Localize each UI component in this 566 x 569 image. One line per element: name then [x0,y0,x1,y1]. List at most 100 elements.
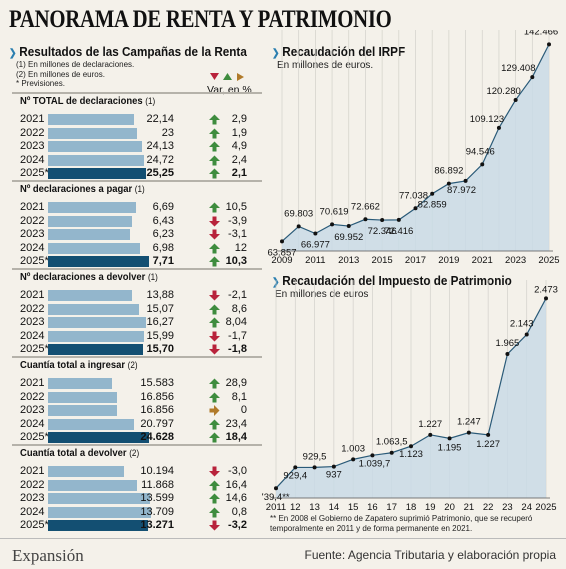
row-year: 2025* [20,519,49,532]
data-label: 69.952 [334,232,363,243]
data-point [274,486,278,491]
table-row: 2024 15,99 -1,7 [12,330,262,343]
row-bar [48,154,145,166]
row-value: 10.194 [140,465,174,477]
data-label: 142.466 [524,30,558,37]
arrow-up-icon [209,317,220,328]
panel-title: Nº TOTAL de declaraciones (1) [20,95,155,107]
row-variation: 2,4 [231,153,247,166]
row-year: 2025* [20,431,49,444]
row-bar [48,256,150,268]
footnote: ** En 2008 el Gobierno de Zapatero supri… [270,514,533,533]
data-label: 1.063,5 [376,437,408,448]
row-variation: 10,5 [225,201,247,213]
data-label: 1.003 [341,443,365,454]
row-bar [48,141,142,153]
row-value: 6,23 [152,228,174,241]
data-label: 1.039,7 [359,458,391,469]
row-variation: -1,7 [228,329,247,342]
data-label: 1.965 [496,338,520,349]
row-year: 2024 [20,329,45,342]
notes: (1) En millones de declaraciones. (2) En… [16,60,134,89]
x-tick-label: 19 [425,502,436,513]
arrow-up-icon [209,507,220,518]
data-point [389,450,394,455]
brand-logo: Expansión [12,546,84,565]
table-row: 2025* 15,70 -1,8 [12,343,262,356]
row-year: 2023 [20,228,45,241]
row-bar [48,317,147,329]
panel-title-text: Cuantía total a devolver [20,447,130,459]
data-point [413,206,418,211]
arrow-down-icon [209,229,220,240]
data-point [280,239,284,244]
irpf-chart: 63.857 69.803 66.977 70.619 69.952 72.662 72.3… [268,30,560,266]
row-variation: 14,6 [225,492,247,505]
row-value: 6,43 [152,214,174,227]
row-value: 16.856 [140,390,174,403]
row-bar [48,378,113,389]
row-year: 2022 [20,214,45,227]
data-point [351,457,356,462]
data-label: 109.123 [470,114,504,125]
patrimonio-chart: 739,4**929,4929,59371.0031.039,71.063,51… [262,280,558,513]
panel-unit: (2) [127,360,138,370]
arrow-down-icon [209,331,220,342]
data-point [409,444,413,449]
table-row: 2023 6,23 -3,1 [12,228,262,241]
panel-title-text: Nº declaraciones a devolver [20,271,148,283]
x-tick-label: 2013 [338,255,359,266]
panel-title: Cuantía total a devolver (2) [20,447,139,459]
data-point [380,218,385,223]
x-tick-label: 20 [444,502,455,513]
row-value: 24,13 [146,140,174,153]
row-variation: 23,4 [225,417,247,430]
table-row: 2023 16,27 8,04 [12,316,262,329]
data-label: 929,5 [303,451,327,462]
row-value: 25,25 [146,167,174,180]
arrow-up-icon [209,419,220,430]
arrow-up-icon [209,256,220,267]
x-tick-label: 2017 [405,255,426,266]
row-value: 16.856 [140,404,174,417]
x-tick-label: 21 [464,502,475,513]
row-year: 2024 [20,505,45,518]
row-variation: 1,9 [231,126,247,139]
x-tick-label: 24 [521,502,532,513]
data-point [346,224,351,229]
row-bar [48,290,132,301]
x-tick-label: 2025 [538,255,559,266]
arrow-up-icon [209,168,220,179]
table-row: 2024 13.709 0,8 [12,506,262,519]
row-value: 23 [161,126,174,139]
chevron-right-icon: ❯ [9,48,17,59]
table-row: 2023 24,13 4,9 [12,140,262,153]
row-value: 6,98 [152,241,174,254]
arrow-up-icon [209,392,220,403]
table-row: 2025* 13.271 -3,2 [12,519,262,532]
row-bar [48,229,130,241]
row-bar [48,405,118,417]
data-label: 63.857 [268,247,297,258]
row-variation: -2,1 [228,289,247,301]
arrow-up-icon [209,128,220,139]
arrow-up-icon [209,378,220,389]
data-label: 1.247 [457,417,481,428]
irpf-title-text: Recaudación del IRPF [282,44,406,59]
data-point [513,97,518,102]
data-label: 929,4 [283,470,307,481]
row-variation: -3,1 [228,228,247,241]
row-year: 2021 [20,465,45,477]
row-variation: -3,0 [228,465,247,477]
row-value: 24.628 [140,431,174,444]
data-point [544,296,548,301]
row-variation: 28,9 [225,377,247,389]
arrow-up-icon [209,114,220,125]
table-row: 2022 23 1,9 [12,127,262,140]
table-row: 2024 6,98 12 [12,242,262,255]
row-bar [48,506,151,518]
irpf-title: ❯ Recaudación del IRPF [272,44,405,59]
x-tick-label: 17 [386,502,397,513]
data-point [447,436,452,441]
data-point [313,231,318,236]
